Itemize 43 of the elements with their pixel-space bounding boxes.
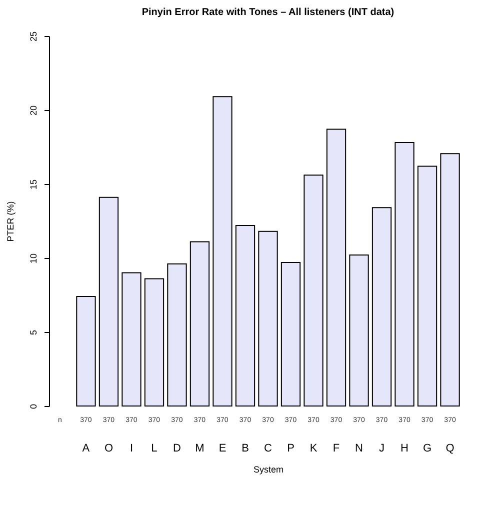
bar [440,153,460,406]
y-tick-label: 15 [28,179,38,190]
x-tick-label: P [287,442,294,454]
y-tick-label: 20 [28,105,38,116]
x-tick-label: M [195,442,204,454]
bar [258,230,278,406]
x-tick-label: E [218,442,226,454]
y-tick-label: 0 [28,404,38,410]
x-tick-label: C [264,442,272,454]
bar [212,96,232,406]
x-tick-label: B [242,442,249,454]
bar [235,224,256,406]
x-tick-label: A [82,442,90,454]
x-tick-label: F [332,442,340,454]
y-tick-label: 5 [28,330,38,336]
bar [349,254,369,406]
x-tick-label: D [173,442,182,454]
x-tick-label: H [400,442,409,454]
y-tick-label: 10 [28,253,38,264]
chart-title: Pinyin Error Rate with Tones – All listeners (INT data) [142,6,394,18]
bar [326,128,346,406]
bar [372,207,392,406]
x-tick-label: J [379,442,385,454]
x-tick-label: G [422,442,432,454]
x-tick-label: Q [446,442,455,454]
bar [144,278,164,406]
bar [417,166,438,406]
bar [280,262,301,406]
x-tick-label: O [104,442,114,454]
bar [76,296,96,406]
x-tick-label: K [310,442,318,454]
bar [394,142,414,406]
bar [167,263,187,406]
x-tick-label: I [130,442,134,454]
y-tick-label: 25 [28,31,38,42]
bar [98,196,119,406]
x-axis-title: System [253,464,284,474]
bar [304,174,324,406]
y-axis-title: PTER (%) [6,201,16,242]
bar [190,241,210,406]
bar [122,272,142,406]
x-tick-label: L [151,442,158,454]
x-tick-label: N [355,442,364,454]
